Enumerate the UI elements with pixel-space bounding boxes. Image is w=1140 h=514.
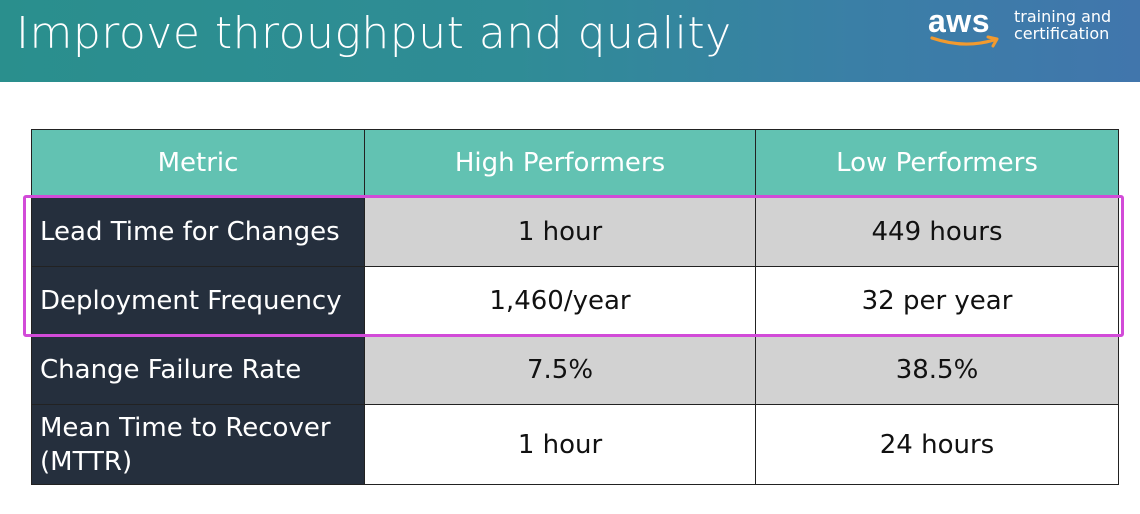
table-row: Deployment Frequency 1,460/year 32 per y… [31, 266, 1119, 336]
high-performer-value: 1 hour [364, 196, 756, 267]
low-performer-value: 38.5% [755, 335, 1119, 405]
column-header-high-performers: High Performers [364, 129, 756, 197]
slide-title: Improve throughput and quality [16, 8, 732, 59]
table-row: Lead Time for Changes 1 hour 449 hours [31, 196, 1119, 267]
aws-smile-icon [930, 35, 999, 48]
title-bar: Improve throughput and quality aws train… [0, 0, 1140, 82]
metric-name: Lead Time for Changes [31, 196, 365, 267]
logo-tagline: training and certification [1014, 8, 1111, 42]
low-performer-value: 24 hours [755, 404, 1119, 485]
table-header-row: Metric High Performers Low Performers [31, 129, 1119, 197]
table-row: Change Failure Rate 7.5% 38.5% [31, 335, 1119, 405]
high-performer-value: 7.5% [364, 335, 756, 405]
low-performer-value: 449 hours [755, 196, 1119, 267]
table-row: Mean Time to Recover (MTTR) 1 hour 24 ho… [31, 404, 1119, 485]
aws-logo-mark: aws [928, 3, 990, 39]
metrics-table: Metric High Performers Low Performers Le… [31, 129, 1119, 485]
logo-tagline-line2: certification [1014, 24, 1110, 43]
metric-name: Deployment Frequency [31, 266, 365, 336]
high-performer-value: 1 hour [364, 404, 756, 485]
high-performer-value: 1,460/year [364, 266, 756, 336]
metric-name: Mean Time to Recover (MTTR) [31, 404, 365, 485]
aws-training-logo: aws training and certification [928, 3, 1128, 56]
logo-tagline-line1: training and [1014, 7, 1112, 26]
column-header-low-performers: Low Performers [755, 129, 1119, 197]
column-header-metric: Metric [31, 129, 365, 197]
low-performer-value: 32 per year [755, 266, 1119, 336]
metric-name: Change Failure Rate [31, 335, 365, 405]
